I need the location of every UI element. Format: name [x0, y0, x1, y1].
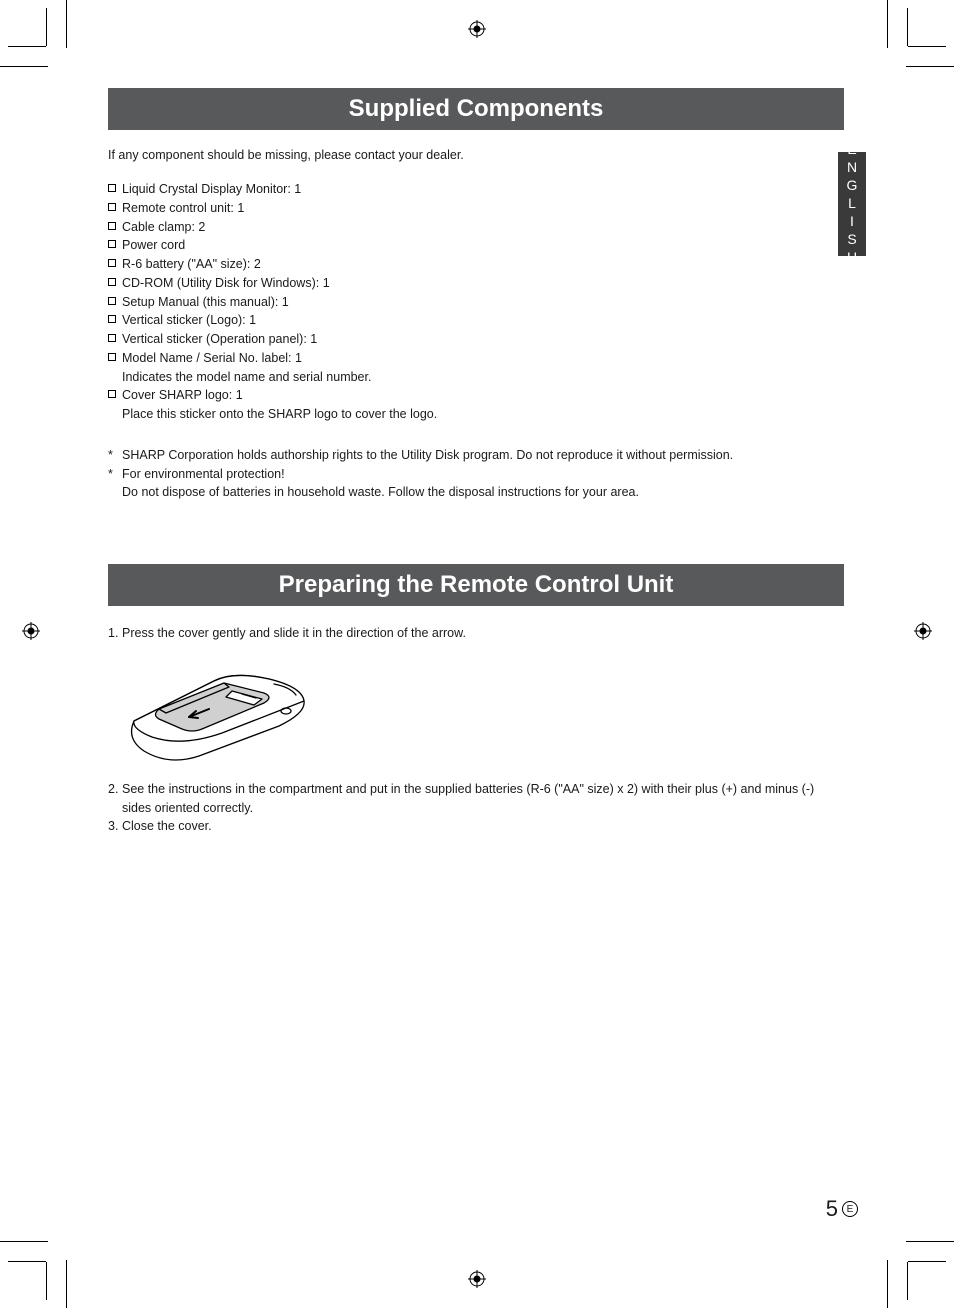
checkbox-icon [108, 390, 116, 398]
crop-mark [887, 0, 888, 48]
step-list-cont: 2. See the instructions in the compartme… [108, 780, 844, 836]
page-number-letter: E [842, 1201, 858, 1217]
checklist-text: Setup Manual (this manual): 1 [122, 295, 289, 309]
crop-mark [907, 1262, 908, 1300]
step-number: 1. [108, 624, 118, 643]
checklist-subtext: Place this sticker onto the SHARP logo t… [108, 405, 844, 424]
crop-mark [0, 66, 48, 67]
step-list: 1. Press the cover gently and slide it i… [108, 624, 844, 643]
checklist-text: Cover SHARP logo: 1 [122, 388, 243, 402]
checkbox-icon [108, 240, 116, 248]
component-checklist: Liquid Crystal Display Monitor: 1 Remote … [108, 180, 844, 424]
checkbox-icon [108, 334, 116, 342]
registration-mark-icon [468, 1270, 486, 1288]
registration-mark-icon [468, 20, 486, 38]
registration-mark-icon [22, 622, 40, 640]
crop-mark [906, 1241, 954, 1242]
checklist-item: Remote control unit: 1 [108, 199, 844, 218]
checklist-item: Model Name / Serial No. label: 1 [108, 349, 844, 368]
crop-mark [908, 1261, 946, 1262]
checklist-item: Vertical sticker (Logo): 1 [108, 311, 844, 330]
step-number: 3. [108, 817, 118, 836]
checklist-item: Cable clamp: 2 [108, 218, 844, 237]
step-text: See the instructions in the compartment … [122, 782, 814, 815]
checkbox-icon [108, 222, 116, 230]
checklist-subtext: Indicates the model name and serial numb… [108, 368, 844, 387]
crop-mark [8, 1261, 46, 1262]
checklist-text: R-6 battery ("AA" size): 2 [122, 257, 261, 271]
step-text: Press the cover gently and slide it in t… [122, 626, 466, 640]
crop-mark [906, 66, 954, 67]
registration-mark-icon [914, 622, 932, 640]
checklist-item: Liquid Crystal Display Monitor: 1 [108, 180, 844, 199]
crop-mark [66, 0, 67, 48]
footnotes: * SHARP Corporation holds authorship righ… [108, 446, 844, 502]
page-content: Supplied Components If any component sho… [108, 88, 844, 836]
checkbox-icon [108, 259, 116, 267]
checklist-item: Setup Manual (this manual): 1 [108, 293, 844, 312]
crop-mark [908, 46, 946, 47]
asterisk-icon: * [108, 465, 113, 484]
checkbox-icon [108, 184, 116, 192]
checkbox-icon [108, 297, 116, 305]
step-text: Close the cover. [122, 819, 212, 833]
intro-text: If any component should be missing, plea… [108, 148, 844, 162]
footnote-subtext: Do not dispose of batteries in household… [108, 483, 844, 502]
step-item: 2. See the instructions in the compartme… [122, 780, 844, 818]
section-remote: Preparing the Remote Control Unit 1. Pre… [108, 564, 844, 836]
section-header-remote: Preparing the Remote Control Unit [108, 564, 844, 606]
crop-mark [66, 1260, 67, 1308]
page-number: 5 E [826, 1196, 858, 1222]
step-number: 2. [108, 780, 118, 799]
crop-mark [8, 46, 46, 47]
checklist-text: Vertical sticker (Logo): 1 [122, 313, 256, 327]
checklist-item: R-6 battery ("AA" size): 2 [108, 255, 844, 274]
checklist-item: Power cord [108, 236, 844, 255]
step-item: 3. Close the cover. [122, 817, 844, 836]
crop-mark [46, 1262, 47, 1300]
step-item: 1. Press the cover gently and slide it i… [122, 624, 844, 643]
checklist-item: Vertical sticker (Operation panel): 1 [108, 330, 844, 349]
crop-mark [46, 8, 47, 46]
footnote-line: * SHARP Corporation holds authorship righ… [108, 446, 844, 465]
checklist-text: Power cord [122, 238, 185, 252]
remote-illustration [114, 651, 314, 761]
crop-mark [0, 1241, 48, 1242]
checklist-item: CD-ROM (Utility Disk for Windows): 1 [108, 274, 844, 293]
checklist-text: Vertical sticker (Operation panel): 1 [122, 332, 317, 346]
checklist-text: Liquid Crystal Display Monitor: 1 [122, 182, 301, 196]
footnote-line: * For environmental protection! [108, 465, 844, 484]
checklist-text: Remote control unit: 1 [122, 201, 244, 215]
checkbox-icon [108, 315, 116, 323]
checkbox-icon [108, 203, 116, 211]
checklist-item: Cover SHARP logo: 1 [108, 386, 844, 405]
footnote-text: For environmental protection! [122, 467, 285, 481]
crop-mark [907, 8, 908, 46]
checklist-text: CD-ROM (Utility Disk for Windows): 1 [122, 276, 330, 290]
checkbox-icon [108, 353, 116, 361]
page-number-value: 5 [826, 1196, 838, 1222]
checkbox-icon [108, 278, 116, 286]
crop-mark [887, 1260, 888, 1308]
footnote-text: SHARP Corporation holds authorship right… [122, 448, 733, 462]
asterisk-icon: * [108, 446, 113, 465]
checklist-text: Model Name / Serial No. label: 1 [122, 351, 302, 365]
section-header-components: Supplied Components [108, 88, 844, 130]
checklist-text: Cable clamp: 2 [122, 220, 205, 234]
